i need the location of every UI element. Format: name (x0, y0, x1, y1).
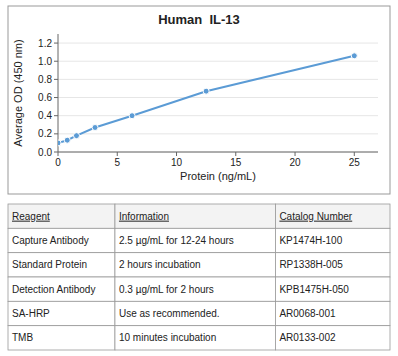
grid-line (58, 152, 378, 153)
table: Reagent Information Catalog Number Capture … (8, 204, 390, 350)
grid-line (58, 43, 378, 44)
table-cell (115, 228, 275, 252)
y-tick (54, 152, 58, 153)
point (73, 133, 79, 139)
table-cell (8, 228, 115, 252)
y-tick-label: 1.0 (38, 56, 52, 67)
table-cell (275, 277, 390, 301)
y-tick (54, 97, 58, 98)
y-axis-label: Average OD (450 nm) (12, 39, 24, 146)
table-cell (115, 326, 275, 350)
y-tick (54, 79, 58, 80)
table-text: TMB (12, 332, 33, 343)
chart-box (8, 6, 390, 194)
point (203, 88, 209, 94)
table-text: 10 minutes incubation (119, 332, 216, 343)
table-cell (8, 277, 115, 301)
table-header: Reagent (12, 211, 50, 222)
table-cell (275, 326, 390, 350)
x-tick-label: 15 (230, 157, 242, 168)
table-text: Standard Protein (12, 259, 87, 270)
table-cell (275, 301, 390, 325)
table-cell (115, 277, 275, 301)
table-text: RP1338H-005 (279, 259, 343, 270)
point (58, 140, 61, 146)
x-tick-label: 0 (55, 157, 61, 168)
table-cell (115, 253, 275, 277)
x-axis (58, 152, 378, 153)
x-tick-label: 25 (349, 157, 361, 168)
x-tick-label: 10 (171, 157, 183, 168)
table-header: Information (119, 211, 169, 222)
table-cell (8, 326, 115, 350)
x-tick-label: 20 (289, 157, 301, 168)
header-cell (115, 204, 275, 228)
axes: 0.0 0.2 0.4 0.6 0.8 1.0 1.2 0 5 10 15 20 25 (38, 34, 378, 168)
x-tick (58, 152, 59, 156)
point (129, 113, 135, 119)
point (64, 137, 70, 143)
line (58, 56, 354, 143)
header-cell (275, 204, 390, 228)
x-tick (354, 152, 355, 156)
x-tick (117, 152, 118, 156)
table-cell (115, 301, 275, 325)
table-text: SA-HRP (12, 308, 50, 319)
table-text: AR0068-001 (279, 308, 336, 319)
page: Human IL-13 0.0 0.2 0.4 0.6 0.8 1.0 1.2 0 5 10 15 20… (0, 0, 398, 356)
table-text: 0.3 µg/mL for 2 hours (119, 284, 214, 295)
grid-line (58, 97, 378, 98)
table-text: Use as recommended. (119, 308, 220, 319)
x-tick (295, 152, 296, 156)
y-axis (58, 34, 59, 152)
y-tick-label: 0.4 (38, 110, 52, 121)
table-text: KPB1475H-050 (279, 284, 349, 295)
grid-line (58, 115, 378, 116)
x-tick-label: 5 (114, 157, 120, 168)
y-tick-label: 0.6 (38, 92, 52, 103)
plot-area (58, 53, 357, 146)
table-text: Capture Antibody (12, 235, 89, 246)
grid-line (58, 79, 378, 80)
table-text: AR0133-002 (279, 332, 336, 343)
point (92, 124, 98, 130)
x-tick (235, 152, 236, 156)
y-tick (54, 133, 58, 134)
y-tick-label: 1.2 (38, 38, 52, 49)
table-text: Detection Antibody (12, 284, 95, 295)
table-cell (275, 228, 390, 252)
table-cell (8, 301, 115, 325)
x-axis-label: Protein (ng/mL) (180, 170, 256, 182)
y-tick-label: 0.8 (38, 74, 52, 85)
x-tick (176, 152, 177, 156)
table-text: 2.5 µg/mL for 12-24 hours (119, 235, 234, 246)
y-tick-label: 0.0 (38, 147, 52, 158)
table-header: Catalog Number (279, 211, 352, 222)
grid-line (58, 133, 378, 134)
header-cell (8, 204, 115, 228)
title: Human IL-13 (158, 12, 240, 27)
y-tick (54, 115, 58, 116)
y-tick-label: 0.2 (38, 128, 52, 139)
y-tick (54, 43, 58, 44)
point (351, 53, 357, 59)
table-cell (8, 253, 115, 277)
table-text: KP1474H-100 (279, 235, 342, 246)
table-text: 2 hours incubation (119, 259, 201, 270)
table-cell (275, 253, 390, 277)
y-tick (54, 61, 58, 62)
